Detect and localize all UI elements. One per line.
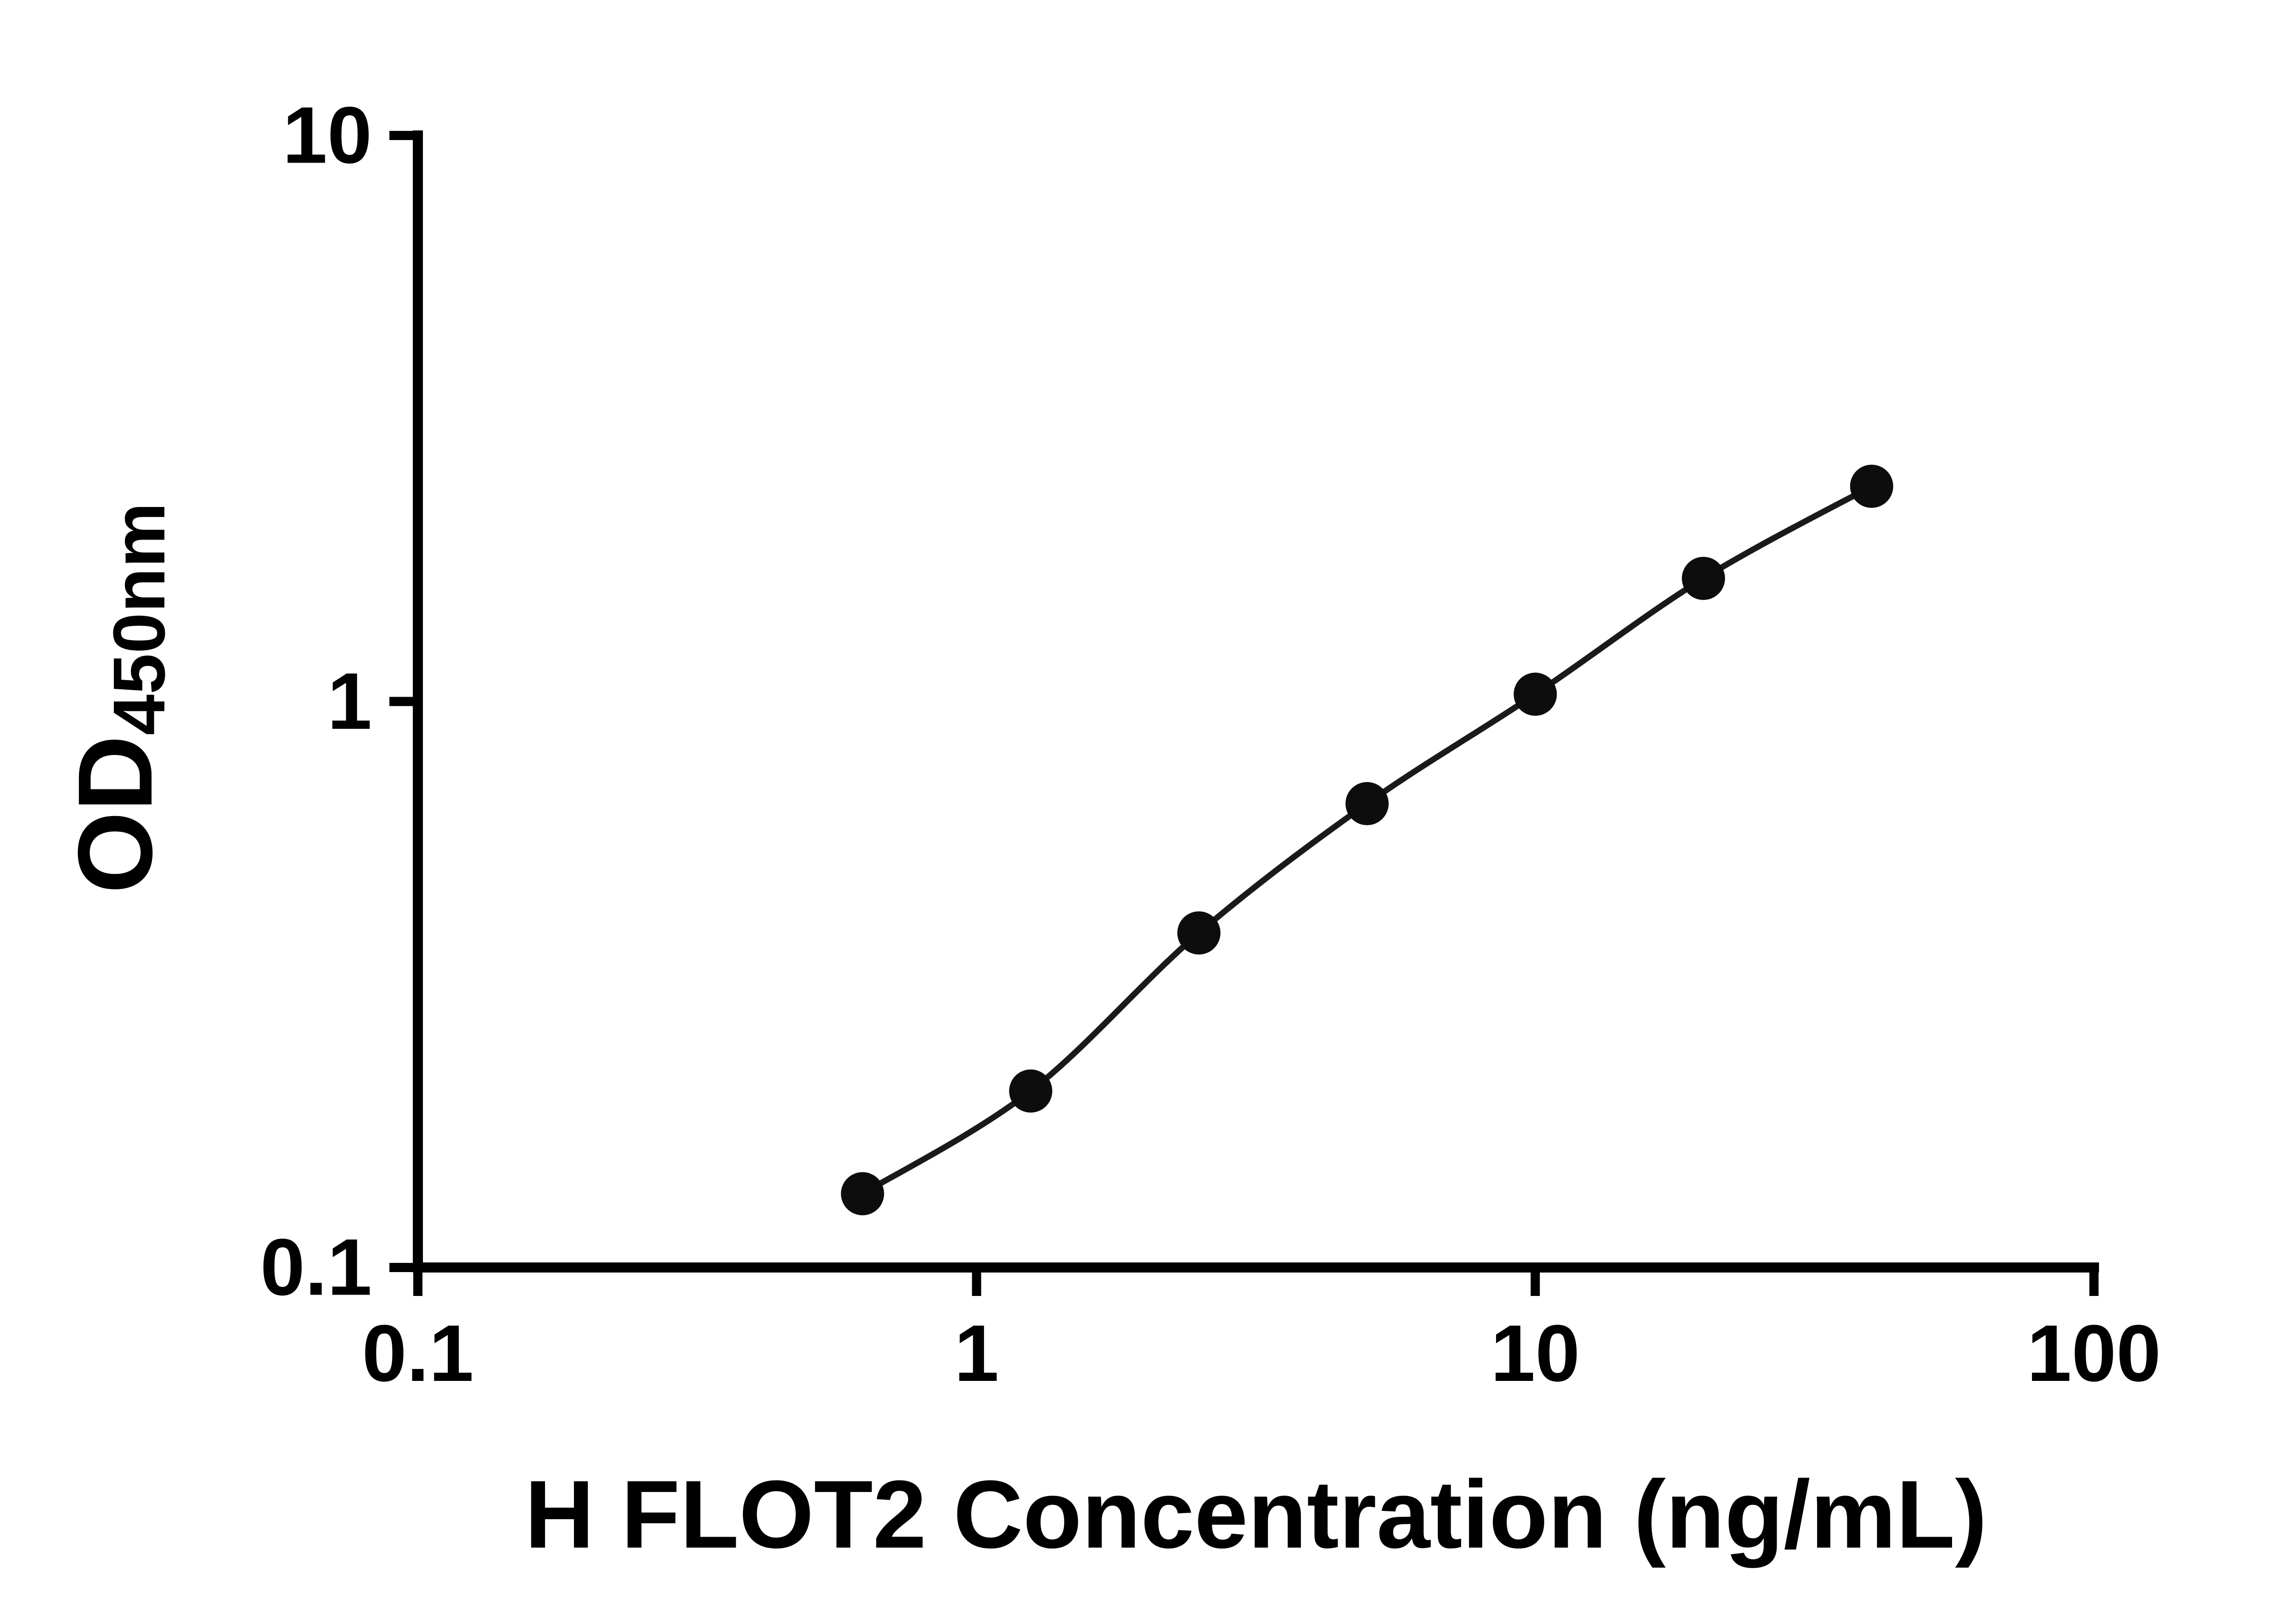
- data-point-marker: [1514, 672, 1557, 716]
- data-point-marker: [841, 1172, 884, 1216]
- y-tick-label: 1: [327, 657, 372, 746]
- y-axis-title-sub: 450nm: [98, 502, 180, 735]
- x-tick-label: 10: [1491, 1309, 1580, 1398]
- y-axis-title-main: OD: [56, 735, 174, 894]
- y-tick-label: 0.1: [260, 1223, 372, 1312]
- data-point-marker: [1177, 911, 1221, 955]
- y-tick-label: 10: [282, 91, 372, 180]
- axis-line: [413, 130, 2099, 1273]
- data-point-marker: [1850, 464, 1893, 508]
- data-point-marker: [1345, 782, 1389, 825]
- x-tick-label: 1: [954, 1309, 999, 1398]
- y-axis-title: OD450nm: [56, 502, 180, 894]
- x-tick-label: 0.1: [362, 1309, 473, 1398]
- x-tick-label: 100: [2027, 1309, 2161, 1398]
- x-axis-title: H FLOT2 Concentration (ng/mL): [525, 1460, 1987, 1568]
- data-point-marker: [1682, 557, 1725, 600]
- data-point-marker: [1009, 1069, 1052, 1113]
- plot-layer: 0.1 1 10 0.1 1 10 100: [260, 91, 2161, 1399]
